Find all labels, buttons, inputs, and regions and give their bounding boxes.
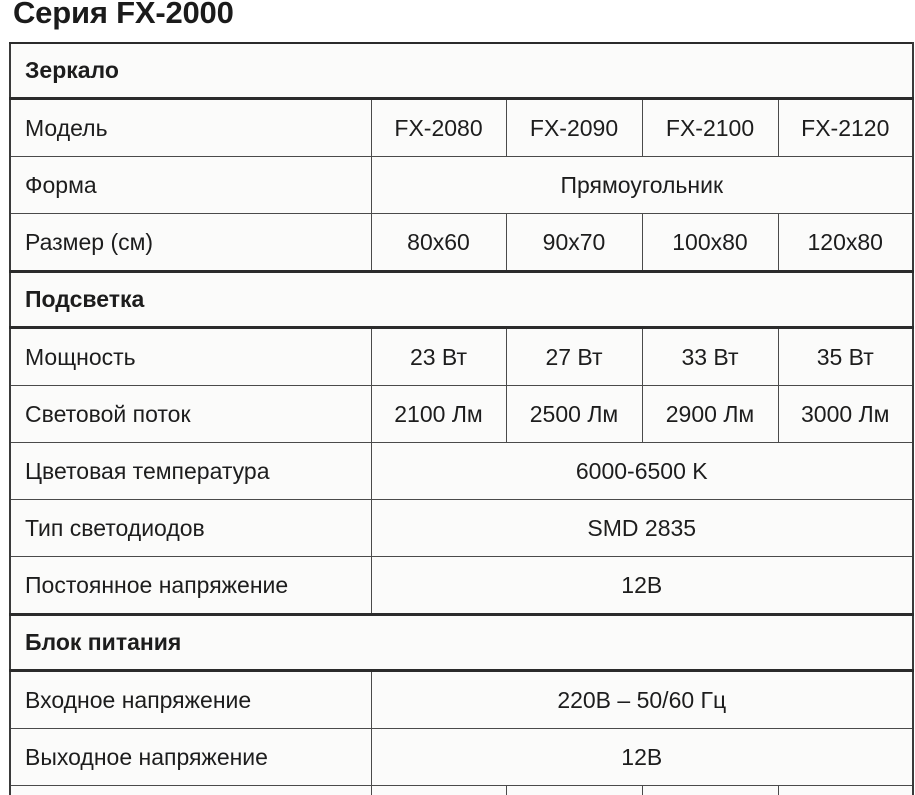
section-header-row: Блок питания <box>9 613 914 672</box>
row-label: Постоянное напряжение <box>9 556 372 615</box>
row-value-cell: 120x80 <box>777 213 914 272</box>
row-label: Световой поток <box>9 385 372 443</box>
row-value-cell: 60Вт <box>777 785 914 795</box>
section-header-row: Подсветка <box>9 270 914 329</box>
row-value-cell: 2500 Лм <box>505 385 643 443</box>
row-label: Мощность <box>9 327 372 386</box>
row-value-merged: 220В – 50/60 Гц <box>370 670 914 729</box>
table-row: Световой поток 2100 Лм 2500 Лм 2900 Лм 3000 … <box>9 385 914 443</box>
table-row: Выходное напряжение 12В <box>9 728 914 786</box>
table-row: Размер (см) 80x60 90x70 100x80 120x80 <box>9 213 914 272</box>
table-row: Форма Прямоугольник <box>9 156 914 214</box>
spec-table-body: Зеркало Модель FX-2080 FX-2090 FX-2100 FX-212… <box>9 42 914 795</box>
row-value-cell: 3000 Лм <box>777 385 914 443</box>
row-value-cell: FX-2080 <box>370 98 507 157</box>
table-row: Постоянное напряжение 12В <box>9 556 914 615</box>
row-value-merged: Прямоугольник <box>370 156 914 214</box>
table-row: Мощность 23 Вт 27 Вт 33 Вт 35 Вт <box>9 327 914 386</box>
row-label: Выходное напряжение <box>9 728 372 786</box>
section-header-row: Зеркало <box>9 42 914 100</box>
row-value-cell: 27 Вт <box>505 327 643 386</box>
row-value-cell: 33 Вт <box>641 327 779 386</box>
table-row: Модель FX-2080 FX-2090 FX-2100 FX-2120 <box>9 98 914 157</box>
row-value-merged: SMD 2835 <box>370 499 914 557</box>
page-title: Серия FX-2000 <box>13 0 234 30</box>
section-header-label: Зеркало <box>9 42 914 100</box>
row-value-cell: FX-2100 <box>641 98 779 157</box>
row-label: Входное напряжение <box>9 670 372 729</box>
table-row: Мощность60Вт60Вт60Вт60Вт <box>9 785 914 795</box>
row-value-cell: 23 Вт <box>370 327 507 386</box>
row-value-merged: 12В <box>370 556 914 615</box>
table-row: Цветовая температура 6000-6500 K <box>9 442 914 500</box>
row-value-cell: 100x80 <box>641 213 779 272</box>
row-value-cell: 80x60 <box>370 213 507 272</box>
row-value-cell: FX-2120 <box>777 98 914 157</box>
row-value-cell: FX-2090 <box>505 98 643 157</box>
row-value-cell: 2900 Лм <box>641 385 779 443</box>
row-value-merged: 6000-6500 K <box>370 442 914 500</box>
row-value-cell: 60Вт <box>641 785 779 795</box>
row-label: Цветовая температура <box>9 442 372 500</box>
specifications-table: Зеркало Модель FX-2080 FX-2090 FX-2100 FX-212… <box>9 42 914 795</box>
row-value-merged: 12В <box>370 728 914 786</box>
section-header-label: Блок питания <box>9 613 914 672</box>
row-value-cell: 60Вт <box>370 785 507 795</box>
row-value-cell: 35 Вт <box>777 327 914 386</box>
table-row: Тип светодиодов SMD 2835 <box>9 499 914 557</box>
row-label: Мощность <box>9 785 372 795</box>
row-label: Форма <box>9 156 372 214</box>
section-header-label: Подсветка <box>9 270 914 329</box>
table-row: Входное напряжение 220В – 50/60 Гц <box>9 670 914 729</box>
row-value-cell: 90x70 <box>505 213 643 272</box>
row-label: Модель <box>9 98 372 157</box>
row-value-cell: 60Вт <box>505 785 643 795</box>
row-label: Размер (см) <box>9 213 372 272</box>
row-label: Тип светодиодов <box>9 499 372 557</box>
row-value-cell: 2100 Лм <box>370 385 507 443</box>
